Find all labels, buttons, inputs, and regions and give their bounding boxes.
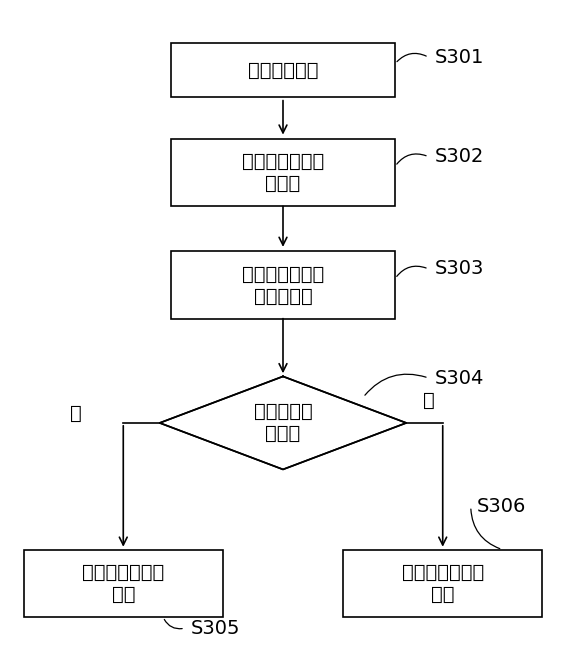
Text: S302: S302: [434, 148, 484, 166]
Text: 正常设定信号灯
时间: 正常设定信号灯 时间: [402, 563, 484, 604]
Text: 流量是否达
到阈值: 流量是否达 到阈值: [254, 402, 312, 443]
Text: 自动调整信号灯
时间: 自动调整信号灯 时间: [82, 563, 164, 604]
Bar: [171, 43, 395, 98]
Text: S301: S301: [434, 48, 484, 67]
Text: 分析数据信息中
的流量信息: 分析数据信息中 的流量信息: [242, 265, 324, 305]
Text: S306: S306: [477, 497, 526, 516]
Bar: [171, 139, 395, 206]
Text: S304: S304: [434, 369, 484, 388]
Text: 对数据信息进行
预处理: 对数据信息进行 预处理: [242, 152, 324, 193]
Text: 否: 否: [423, 391, 435, 410]
Bar: [343, 549, 542, 617]
Text: 是: 是: [70, 404, 82, 422]
Text: 数据信息采集: 数据信息采集: [248, 61, 318, 80]
Bar: [24, 549, 223, 617]
Text: S305: S305: [191, 619, 240, 638]
Text: S303: S303: [434, 259, 484, 278]
Polygon shape: [160, 377, 406, 470]
Bar: [171, 251, 395, 319]
